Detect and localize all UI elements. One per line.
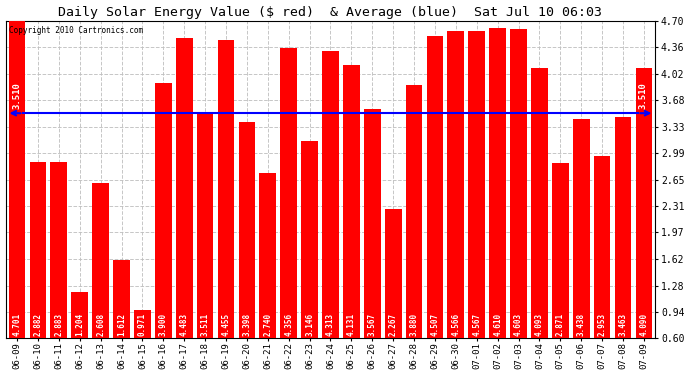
Bar: [615, 117, 631, 338]
Bar: [322, 51, 339, 338]
Text: 3.438: 3.438: [577, 313, 586, 336]
Bar: [134, 310, 151, 338]
Bar: [552, 163, 569, 338]
Text: 2.608: 2.608: [96, 313, 105, 336]
Bar: [259, 173, 276, 338]
Bar: [426, 36, 443, 338]
Text: 4.610: 4.610: [493, 313, 502, 336]
Text: 4.356: 4.356: [284, 313, 293, 336]
Text: 4.131: 4.131: [347, 313, 356, 336]
Bar: [50, 162, 67, 338]
Text: Copyright 2010 Cartronics.com: Copyright 2010 Cartronics.com: [9, 26, 143, 35]
Text: 2.882: 2.882: [33, 313, 43, 336]
Bar: [155, 83, 172, 338]
Text: 4.093: 4.093: [535, 313, 544, 336]
Text: 4.567: 4.567: [472, 313, 481, 336]
Text: 1.204: 1.204: [75, 313, 84, 336]
Text: 4.483: 4.483: [179, 313, 188, 336]
Bar: [302, 141, 318, 338]
Text: 4.566: 4.566: [451, 313, 460, 336]
Bar: [364, 109, 381, 338]
Text: 2.883: 2.883: [55, 313, 63, 336]
Text: 4.313: 4.313: [326, 313, 335, 336]
Text: 3.880: 3.880: [410, 313, 419, 336]
Bar: [531, 68, 548, 338]
Bar: [385, 209, 402, 338]
Text: 3.900: 3.900: [159, 313, 168, 336]
Bar: [217, 40, 235, 338]
Bar: [239, 122, 255, 338]
Bar: [573, 119, 589, 338]
Bar: [113, 260, 130, 338]
Text: 3.146: 3.146: [305, 313, 314, 336]
Text: 3.510: 3.510: [12, 82, 21, 110]
Text: 3.567: 3.567: [368, 313, 377, 336]
Bar: [594, 156, 611, 338]
Text: 3.510: 3.510: [639, 82, 648, 110]
Text: 1.612: 1.612: [117, 313, 126, 336]
Text: 3.511: 3.511: [201, 313, 210, 336]
Text: 4.701: 4.701: [12, 313, 21, 336]
Text: 4.603: 4.603: [514, 313, 523, 336]
Text: 4.507: 4.507: [431, 313, 440, 336]
Text: 2.740: 2.740: [264, 313, 273, 336]
Bar: [510, 28, 527, 338]
Bar: [197, 113, 213, 338]
Text: 2.267: 2.267: [388, 313, 397, 336]
Bar: [71, 292, 88, 338]
Bar: [92, 183, 109, 338]
Bar: [489, 28, 506, 338]
Bar: [343, 65, 359, 338]
Text: 4.090: 4.090: [640, 313, 649, 336]
Bar: [30, 162, 46, 338]
Text: 2.953: 2.953: [598, 313, 607, 336]
Bar: [448, 32, 464, 338]
Text: 3.463: 3.463: [618, 313, 627, 336]
Text: 4.455: 4.455: [221, 313, 230, 336]
Title: Daily Solar Energy Value ($ red)  & Average (blue)  Sat Jul 10 06:03: Daily Solar Energy Value ($ red) & Avera…: [59, 6, 602, 18]
Bar: [406, 85, 422, 338]
Text: 0.971: 0.971: [138, 313, 147, 336]
Bar: [469, 32, 485, 338]
Bar: [176, 38, 193, 338]
Bar: [635, 68, 652, 338]
Bar: [9, 21, 26, 338]
Text: 3.398: 3.398: [242, 313, 251, 336]
Bar: [280, 48, 297, 338]
Text: 2.871: 2.871: [556, 313, 565, 336]
